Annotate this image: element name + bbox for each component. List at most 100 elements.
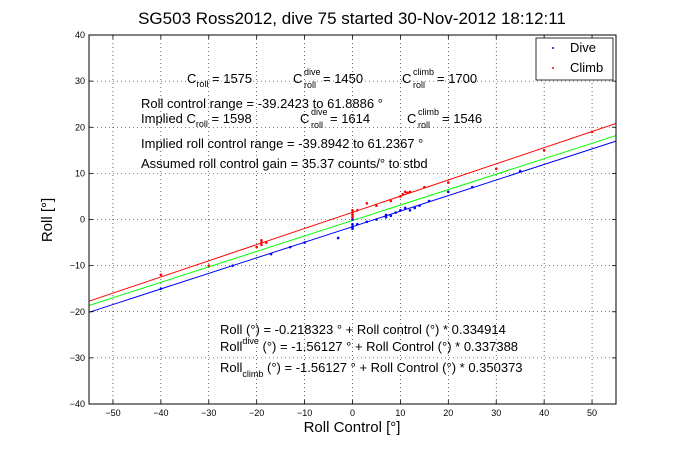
legend-box <box>535 37 614 81</box>
legend-label-climb: Climb <box>570 60 603 75</box>
chart-title: SG503 Ross2012, dive 75 started 30-Nov-2… <box>138 9 566 28</box>
y-tick-label: 10 <box>75 168 85 178</box>
data-point-dive <box>269 252 273 256</box>
data-point-dive <box>303 241 306 244</box>
data-points <box>159 130 594 290</box>
y-tick-label: 0 <box>80 215 85 225</box>
data-point-climb <box>494 167 498 171</box>
x-tick-label: 30 <box>491 408 501 418</box>
x-tick-label: −20 <box>249 408 264 418</box>
x-tick-label: −40 <box>153 408 168 418</box>
data-point-dive <box>403 206 407 210</box>
data-point-climb <box>375 204 378 207</box>
data-point-climb <box>260 241 263 244</box>
data-point-climb <box>408 190 412 194</box>
annotation-c-roll-dive-value: = 1450 <box>323 71 363 86</box>
annotation-implied-climb: C climb roll = 1546 <box>407 107 482 130</box>
data-point-climb <box>423 185 426 189</box>
x-tick-label: −30 <box>201 408 216 418</box>
data-point-climb <box>389 199 393 203</box>
data-point-dive <box>518 169 522 173</box>
y-tick-label: −20 <box>70 307 85 317</box>
data-point-dive <box>389 214 393 218</box>
data-point-climb <box>351 213 354 217</box>
data-point-climb <box>355 208 359 212</box>
annotation-c-roll-climb-c: C <box>402 71 411 86</box>
data-point-dive <box>375 218 378 221</box>
data-point-dive <box>399 208 402 212</box>
legend: Dive Climb <box>535 37 614 81</box>
data-point-climb <box>406 191 409 195</box>
data-point-climb <box>542 149 546 152</box>
data-point-climb <box>401 192 405 196</box>
data-point-climb <box>365 202 369 205</box>
equation-roll: Roll (°) = -0.218323 ° + Roll control (°… <box>220 322 506 337</box>
data-point-dive <box>447 190 450 194</box>
x-tick-label: −50 <box>105 408 120 418</box>
annotation-c-roll-climb-sub: roll <box>413 80 425 90</box>
annotation-range: Roll control range = -39.2423 to 61.8886… <box>141 96 383 111</box>
y-tick-label: −30 <box>70 353 85 363</box>
x-tick-label: 40 <box>539 408 549 418</box>
data-point-dive <box>418 204 421 207</box>
equation-roll-dive: Rolldive (°) = -1.56127 ° + Roll Control… <box>220 336 518 354</box>
data-point-dive <box>413 206 417 210</box>
data-point-dive <box>355 222 359 226</box>
y-tick-label: 30 <box>75 76 85 86</box>
data-point-climb <box>351 208 354 212</box>
annotation-implied-dive-sub: roll <box>311 120 323 130</box>
data-point-climb <box>159 273 163 277</box>
data-point-climb <box>447 181 450 184</box>
x-tick-label: 0 <box>350 408 355 418</box>
x-tick-label: 50 <box>587 408 597 418</box>
x-axis-label: Roll Control [°] <box>304 419 401 436</box>
data-point-climb <box>264 241 268 244</box>
annotation-implied-climb-c: C <box>407 111 416 126</box>
annotation-implied-climb-value: = 1546 <box>442 111 482 126</box>
data-point-dive <box>159 287 163 290</box>
annotation-c-roll-dive-sup: dive <box>304 67 321 77</box>
annotation-c-roll-climb: C climb roll = 1700 <box>402 67 477 90</box>
data-point-climb <box>255 245 258 249</box>
annotation-implied-range: Implied roll control range = -39.8942 to… <box>141 136 423 151</box>
annotation-implied-dive-c: C <box>300 111 309 126</box>
annotation-c-roll: Croll = 1575 <box>187 71 252 89</box>
data-point-climb <box>590 130 594 134</box>
data-point-dive <box>384 215 388 219</box>
data-point-climb <box>260 238 263 242</box>
annotation-implied-dive-sup: dive <box>311 107 328 117</box>
annotation-c-roll-climb-value: = 1700 <box>437 71 477 86</box>
data-point-dive <box>365 220 369 224</box>
annotation-c-roll-dive-sub: roll <box>304 80 316 90</box>
y-tick-label: −40 <box>70 399 85 409</box>
data-point-climb <box>207 264 211 267</box>
legend-marker-climb <box>552 67 554 69</box>
x-tick-label: −10 <box>297 408 312 418</box>
data-point-dive <box>394 211 397 214</box>
data-point-climb <box>399 195 402 198</box>
data-point-dive <box>427 199 431 203</box>
axis-ticks: −50 −40 −30 −20 −10 0 10 20 30 40 50 −40 −30 −20 −10 0 1… <box>70 30 616 418</box>
data-point-climb <box>351 211 354 214</box>
y-tick-label: 20 <box>75 122 85 132</box>
legend-marker-dive <box>552 47 554 49</box>
y-axis-label: Roll [°] <box>39 198 56 242</box>
legend-label-dive: Dive <box>570 40 596 55</box>
data-point-dive <box>384 213 388 217</box>
data-point-dive <box>351 218 354 221</box>
data-point-dive <box>231 264 235 267</box>
annotation-c-roll-text: Croll = 1575 <box>187 71 252 89</box>
annotation-implied-climb-sup: climb <box>418 107 439 117</box>
data-point-climb <box>403 190 407 194</box>
annotation-c-roll-climb-sup: climb <box>413 67 434 77</box>
data-point-dive <box>470 185 474 189</box>
annotation-implied-climb-sub: roll <box>418 120 430 130</box>
data-point-dive <box>336 236 340 240</box>
annotation-c-roll-dive-c: C <box>293 71 302 86</box>
annotation-c-roll-dive: C dive roll = 1450 <box>293 67 363 90</box>
data-point-climb <box>351 215 354 219</box>
data-point-dive <box>351 222 354 226</box>
annotation-implied-text: Implied Croll = 1598 <box>141 111 252 129</box>
data-point-dive <box>351 227 354 231</box>
